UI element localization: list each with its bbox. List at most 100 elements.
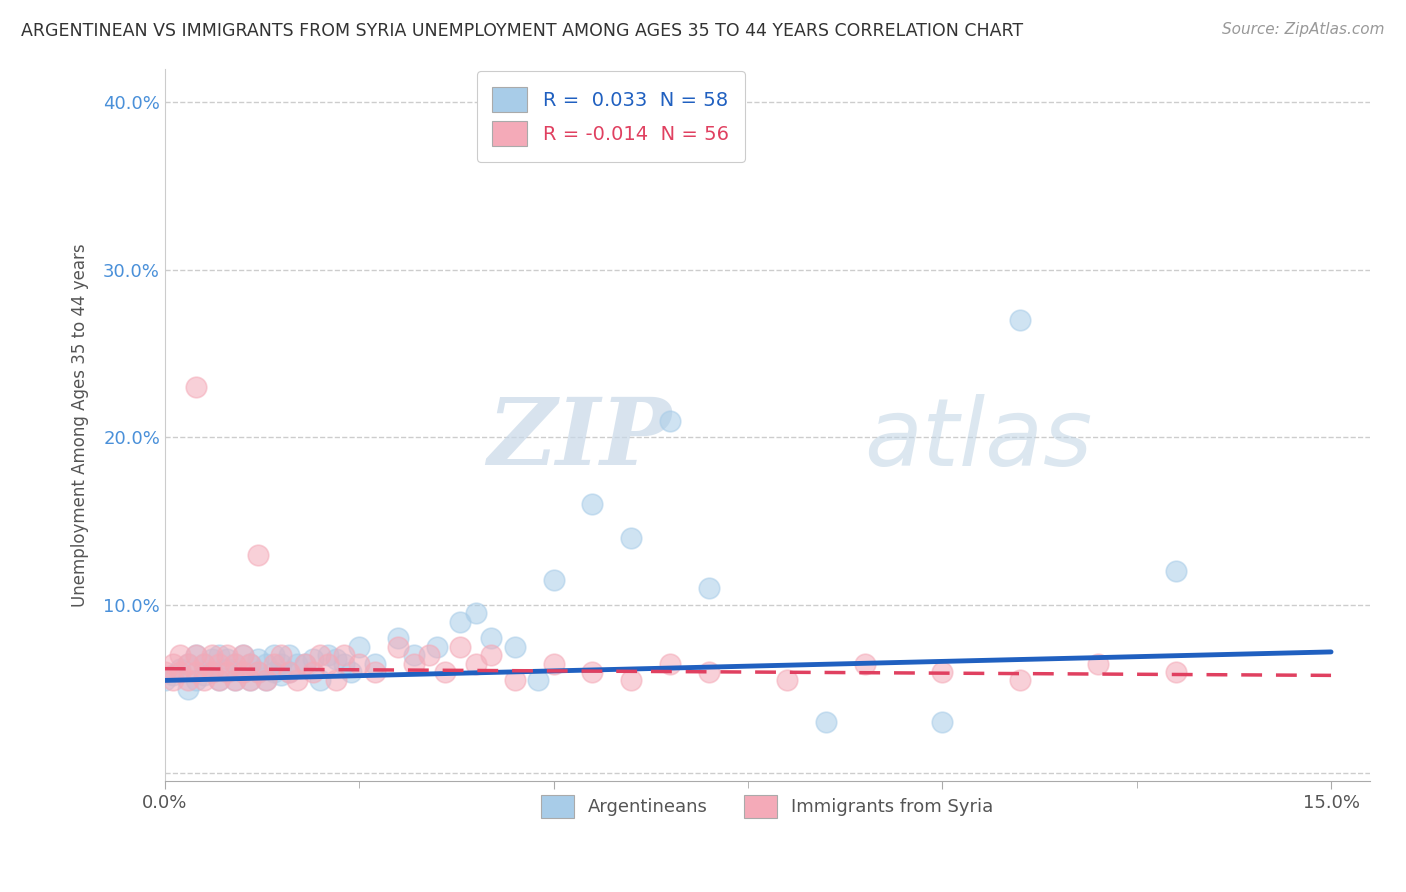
- Point: [697, 581, 720, 595]
- Point: [224, 673, 246, 688]
- Point: [177, 673, 200, 688]
- Point: [247, 651, 270, 665]
- Point: [309, 673, 332, 688]
- Point: [215, 665, 238, 679]
- Point: [162, 673, 184, 688]
- Point: [433, 665, 456, 679]
- Point: [309, 648, 332, 663]
- Point: [543, 657, 565, 671]
- Point: [294, 657, 316, 671]
- Point: [449, 615, 471, 629]
- Point: [931, 715, 953, 730]
- Point: [278, 665, 301, 679]
- Point: [931, 665, 953, 679]
- Point: [776, 673, 799, 688]
- Point: [215, 648, 238, 663]
- Point: [402, 648, 425, 663]
- Point: [347, 657, 370, 671]
- Point: [239, 657, 262, 671]
- Point: [853, 657, 876, 671]
- Point: [620, 531, 643, 545]
- Point: [527, 673, 550, 688]
- Point: [247, 665, 270, 679]
- Point: [479, 632, 502, 646]
- Point: [169, 665, 191, 679]
- Point: [325, 651, 347, 665]
- Point: [153, 673, 176, 688]
- Point: [402, 657, 425, 671]
- Point: [263, 648, 285, 663]
- Point: [285, 673, 308, 688]
- Point: [543, 573, 565, 587]
- Point: [1164, 665, 1187, 679]
- Point: [316, 648, 339, 663]
- Point: [184, 380, 207, 394]
- Text: ARGENTINEAN VS IMMIGRANTS FROM SYRIA UNEMPLOYMENT AMONG AGES 35 TO 44 YEARS CORR: ARGENTINEAN VS IMMIGRANTS FROM SYRIA UNE…: [21, 22, 1024, 40]
- Point: [162, 668, 184, 682]
- Point: [263, 665, 285, 679]
- Point: [200, 648, 222, 663]
- Point: [1010, 313, 1032, 327]
- Point: [254, 673, 277, 688]
- Point: [247, 665, 270, 679]
- Point: [387, 640, 409, 654]
- Point: [239, 673, 262, 688]
- Point: [418, 648, 440, 663]
- Point: [294, 657, 316, 671]
- Point: [169, 662, 191, 676]
- Point: [200, 651, 222, 665]
- Point: [278, 665, 301, 679]
- Point: [1164, 565, 1187, 579]
- Point: [347, 640, 370, 654]
- Point: [224, 657, 246, 671]
- Text: Source: ZipAtlas.com: Source: ZipAtlas.com: [1222, 22, 1385, 37]
- Point: [364, 657, 387, 671]
- Point: [184, 648, 207, 663]
- Point: [232, 648, 254, 663]
- Point: [449, 640, 471, 654]
- Point: [332, 648, 354, 663]
- Point: [387, 632, 409, 646]
- Point: [1010, 673, 1032, 688]
- Point: [581, 665, 603, 679]
- Point: [200, 665, 222, 679]
- Point: [325, 673, 347, 688]
- Point: [232, 665, 254, 679]
- Point: [332, 657, 354, 671]
- Point: [659, 413, 682, 427]
- Point: [364, 665, 387, 679]
- Point: [239, 673, 262, 688]
- Point: [263, 657, 285, 671]
- Point: [285, 657, 308, 671]
- Point: [254, 657, 277, 671]
- Point: [620, 673, 643, 688]
- Point: [184, 648, 207, 663]
- Point: [270, 648, 292, 663]
- Point: [239, 657, 262, 671]
- Point: [177, 657, 200, 671]
- Point: [814, 715, 837, 730]
- Point: [1087, 657, 1109, 671]
- Y-axis label: Unemployment Among Ages 35 to 44 years: Unemployment Among Ages 35 to 44 years: [72, 243, 89, 607]
- Text: ZIP: ZIP: [486, 394, 671, 484]
- Point: [270, 657, 292, 671]
- Point: [193, 657, 215, 671]
- Point: [153, 665, 176, 679]
- Point: [208, 673, 231, 688]
- Point: [224, 673, 246, 688]
- Point: [193, 673, 215, 688]
- Point: [193, 668, 215, 682]
- Point: [697, 665, 720, 679]
- Point: [426, 640, 449, 654]
- Point: [208, 648, 231, 663]
- Point: [169, 648, 191, 663]
- Point: [254, 673, 277, 688]
- Point: [184, 673, 207, 688]
- Point: [200, 665, 222, 679]
- Point: [464, 607, 486, 621]
- Point: [503, 673, 526, 688]
- Point: [208, 657, 231, 671]
- Point: [270, 668, 292, 682]
- Point: [215, 651, 238, 665]
- Point: [232, 665, 254, 679]
